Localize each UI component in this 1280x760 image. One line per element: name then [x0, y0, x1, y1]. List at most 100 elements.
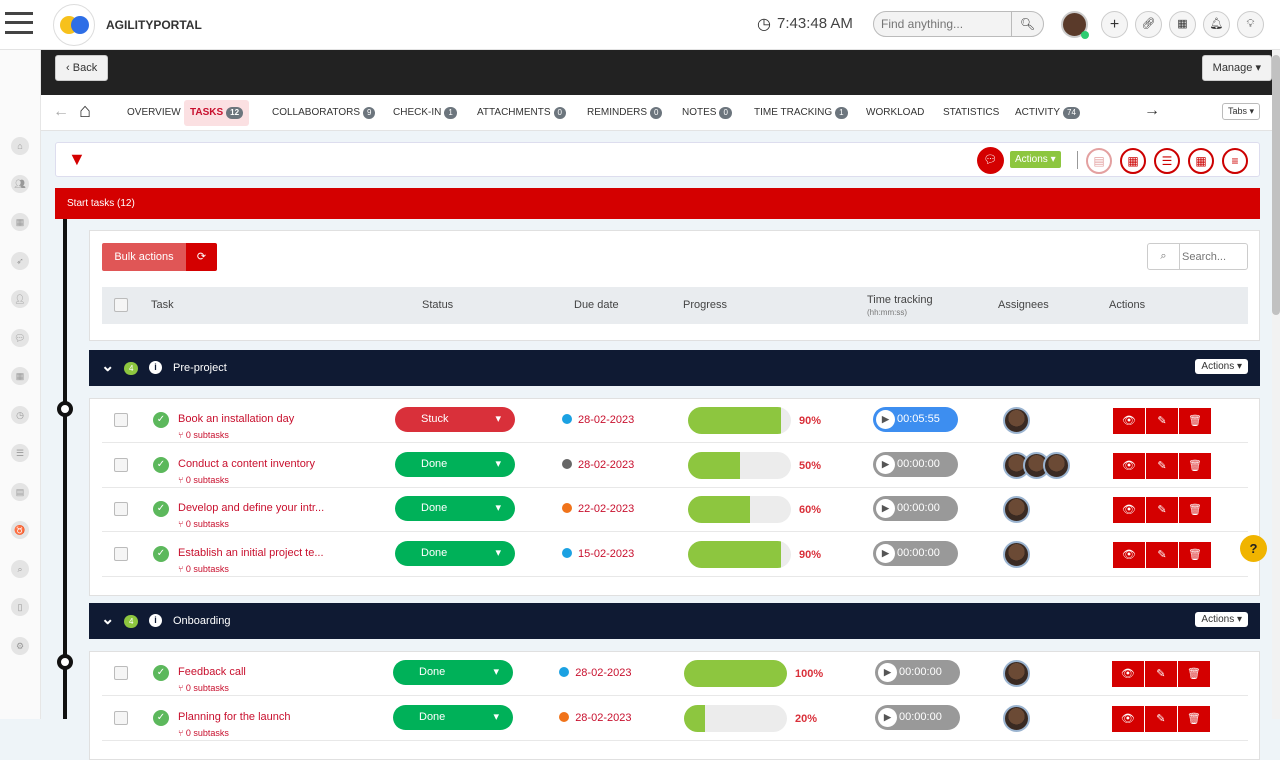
status-dropdown[interactable]: Done [395, 496, 515, 521]
filter-icon[interactable]: ▼ [68, 149, 86, 169]
home-icon[interactable]: ⌂ [11, 137, 29, 155]
view-eye-icon[interactable]: 👁︎ [1113, 497, 1146, 523]
assignee-avatar[interactable] [1003, 496, 1030, 523]
tab-time-tracking[interactable]: TIME TRACKING 1 [748, 100, 854, 126]
chat-bubble-button[interactable]: 💬︎ [977, 147, 1004, 174]
col-task[interactable]: Task [151, 299, 174, 311]
lightbulb-icon[interactable]: 💡︎ [1237, 11, 1264, 38]
view-eye-icon[interactable]: 👁︎ [1113, 452, 1146, 479]
time-tracker[interactable]: ▶ 00:00:00 [873, 451, 958, 477]
info-icon[interactable]: i [149, 614, 162, 627]
tab-notes[interactable]: NOTES 0 [676, 100, 738, 126]
calendar-icon[interactable]: ▦ [1169, 11, 1196, 38]
assignee-avatar[interactable] [1003, 540, 1030, 568]
info-icon[interactable]: i [149, 361, 162, 374]
chat-icon[interactable]: 💬︎ [11, 329, 29, 347]
task-name[interactable]: Conduct a content inventory [178, 457, 315, 470]
col-status[interactable]: Status [422, 299, 454, 311]
task-name[interactable]: Develop and define your intr... [178, 502, 325, 514]
org-chart-icon[interactable]: ♉ [11, 521, 29, 539]
complete-check-icon[interactable]: ✓ [153, 709, 169, 726]
delete-trash-icon[interactable]: 🗑︎ [1179, 497, 1212, 523]
row-checkbox[interactable] [114, 457, 128, 472]
actions-dropdown[interactable]: Actions ▾ [1010, 151, 1061, 168]
tabs-dropdown[interactable]: Tabs ▾ [1222, 103, 1261, 120]
edit-pencil-icon[interactable]: ✎ [1146, 497, 1179, 523]
view-eye-icon[interactable]: 👁︎ [1113, 408, 1146, 434]
tab-statistics[interactable]: STATISTICS [937, 100, 1005, 126]
row-checkbox[interactable] [114, 502, 128, 516]
home-icon[interactable]: ⌂ [79, 100, 92, 122]
row-checkbox[interactable] [114, 666, 128, 680]
select-all-checkbox[interactable] [114, 298, 128, 312]
group-actions-button[interactable]: Actions ▾ [1195, 612, 1248, 627]
row-checkbox[interactable] [114, 546, 128, 561]
delete-trash-icon[interactable]: 🗑︎ [1179, 452, 1212, 479]
group-header[interactable]: ⌄ 4 i Pre-project Actions ▾ [89, 350, 1260, 386]
help-button[interactable]: ? [1240, 535, 1267, 562]
grid-icon[interactable]: ▦ [11, 213, 29, 231]
global-search[interactable]: 🔍︎ [873, 11, 1044, 37]
manage-button[interactable]: Manage ▾ [1201, 55, 1272, 81]
time-tracker[interactable]: ▶ 00:00:00 [873, 496, 958, 521]
tab-tasks[interactable]: TASKS 12 [184, 100, 250, 126]
subtasks-count[interactable]: ⑂ 0 subtasks [178, 430, 229, 440]
table-search[interactable]: ⌕ [1147, 243, 1248, 270]
hamburger-menu-icon[interactable] [5, 12, 33, 34]
complete-check-icon[interactable]: ✓ [153, 545, 169, 562]
calendar-view-icon[interactable]: ▦ [1188, 148, 1214, 174]
table-search-input[interactable] [1182, 246, 1244, 267]
play-icon[interactable]: ▶ [878, 707, 897, 727]
subtasks-count[interactable]: ⑂ 0 subtasks [178, 519, 229, 529]
tab-activity[interactable]: ACTIVITY 74 [1009, 100, 1086, 126]
complete-check-icon[interactable]: ✓ [153, 412, 169, 428]
due-date[interactable]: 28-02-2023 [562, 458, 634, 471]
task-name[interactable]: Establish an initial project te... [178, 546, 324, 559]
assignee-avatar[interactable] [1003, 704, 1030, 732]
time-tracker[interactable]: ▶ 00:00:00 [873, 540, 958, 566]
time-tracker[interactable]: ▶ 00:00:00 [875, 660, 960, 685]
status-dropdown[interactable]: Done [393, 660, 513, 685]
delete-trash-icon[interactable]: 🗑︎ [1179, 408, 1212, 434]
col-due[interactable]: Due date [574, 299, 619, 311]
delete-trash-icon[interactable]: 🗑︎ [1177, 661, 1211, 687]
subtasks-count[interactable]: ⑂ 0 subtasks [178, 563, 229, 574]
subtasks-count[interactable]: ⑂ 0 subtasks [178, 474, 229, 485]
time-tracker[interactable]: ▶ 00:00:00 [875, 704, 960, 730]
assignee-avatar[interactable] [1003, 407, 1030, 434]
due-date[interactable]: 15-02-2023 [562, 547, 634, 560]
document-icon[interactable]: ▤ [11, 483, 29, 501]
tab-workload[interactable]: WORKLOAD [860, 100, 930, 126]
due-date[interactable]: 28-02-2023 [562, 414, 634, 426]
play-icon[interactable]: ▶ [878, 663, 897, 682]
refresh-icon[interactable]: ⟳ [186, 243, 217, 271]
bell-icon[interactable]: 🔔︎ [1203, 11, 1230, 38]
gantt-view-icon[interactable]: ☰ [1154, 148, 1180, 174]
tab-attachments[interactable]: ATTACHMENTS 0 [471, 100, 572, 126]
group-actions-button[interactable]: Actions ▾ [1195, 359, 1248, 374]
status-dropdown[interactable]: Done [395, 540, 515, 566]
chevron-down-icon[interactable]: ⌄ [101, 611, 115, 628]
assignee-avatar[interactable] [1003, 660, 1030, 687]
task-name[interactable]: Feedback call [178, 666, 246, 678]
tabs-back-arrow-icon[interactable]: ← [53, 103, 69, 120]
play-icon[interactable]: ▶ [876, 499, 895, 518]
rocket-icon[interactable]: ➶ [11, 252, 29, 270]
search-icon[interactable]: 🔍︎ [1011, 12, 1043, 36]
users-icon[interactable]: 👤︎ [11, 290, 29, 308]
chevron-down-icon[interactable]: ⌄ [101, 358, 115, 375]
row-checkbox[interactable] [114, 413, 128, 427]
view-eye-icon[interactable]: 👁︎ [1111, 661, 1145, 687]
play-icon[interactable]: ▶ [876, 543, 895, 563]
delete-trash-icon[interactable]: 🗑︎ [1179, 541, 1212, 568]
assignee-avatar[interactable] [1043, 451, 1070, 479]
status-dropdown[interactable]: Done [393, 704, 513, 730]
global-search-input[interactable] [874, 12, 1004, 36]
scrollbar[interactable] [1272, 50, 1280, 719]
gear-icon[interactable]: ⚙ [11, 637, 29, 655]
complete-check-icon[interactable]: ✓ [153, 501, 169, 517]
edit-pencil-icon[interactable]: ✎ [1144, 661, 1178, 687]
subtasks-count[interactable]: ⑂ 0 subtasks [178, 727, 229, 738]
status-dropdown[interactable]: Done [395, 451, 515, 477]
stopwatch-icon[interactable]: ◷ [11, 406, 29, 424]
